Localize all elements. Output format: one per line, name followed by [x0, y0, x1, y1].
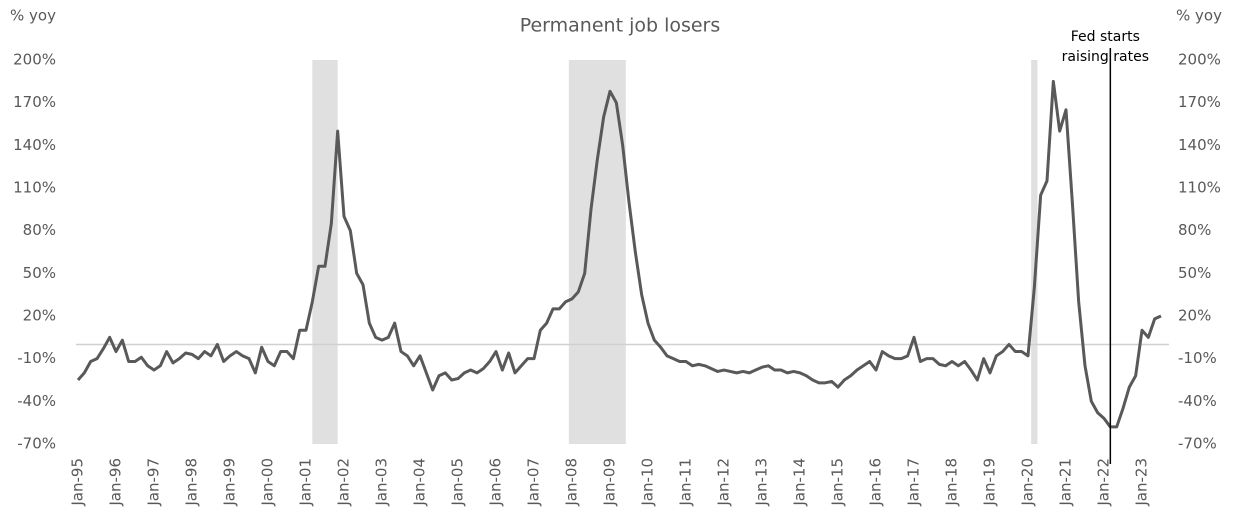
x-tick-label: Jan-05	[449, 458, 467, 507]
y2-tick-label: 80%	[1178, 221, 1211, 239]
x-tick-label: Jan-03	[373, 458, 391, 507]
y-tick-label: 20%	[23, 307, 56, 325]
x-tick-label: Jan-01	[297, 458, 315, 507]
y2-tick-label: 140%	[1178, 136, 1221, 154]
y2-tick-label: 50%	[1178, 264, 1211, 282]
y-tick-label: 80%	[23, 221, 56, 239]
x-tick-label: Jan-12	[715, 458, 733, 507]
y-tick-label: 170%	[13, 93, 56, 111]
x-tick-label: Jan-07	[525, 458, 543, 507]
x-tick-label: Jan-11	[677, 458, 695, 507]
y-tick-label: 110%	[13, 179, 56, 197]
x-tick-label: Jan-22	[1095, 458, 1113, 507]
y-tick-label: 200%	[13, 51, 56, 69]
annotation-text: raising rates	[1062, 49, 1149, 65]
x-tick-label: Jan-13	[753, 458, 771, 507]
x-tick-label: Jan-20	[1019, 458, 1037, 507]
y-tick-label: 50%	[23, 264, 56, 282]
x-tick-label: Jan-09	[601, 458, 619, 507]
x-tick-label: Jan-18	[943, 458, 961, 507]
y2-tick-label: -40%	[1178, 392, 1217, 410]
x-tick-label: Jan-98	[183, 458, 201, 507]
x-tick-label: Jan-02	[335, 458, 353, 507]
x-tick-label: Jan-17	[905, 458, 923, 507]
x-tick-label: Jan-14	[791, 458, 809, 507]
x-tick-label: Jan-16	[867, 458, 885, 507]
recession-band	[1031, 60, 1038, 444]
recession-band	[312, 60, 338, 444]
y2-tick-label: 110%	[1178, 179, 1221, 197]
annotation-text: Fed starts	[1071, 29, 1140, 45]
recession-band	[568, 60, 626, 444]
y-tick-label: -40%	[17, 392, 56, 410]
x-tick-label: Jan-96	[107, 458, 125, 507]
x-tick-label: Jan-00	[259, 458, 277, 507]
x-tick-label: Jan-95	[69, 458, 87, 507]
y2-tick-label: -10%	[1178, 349, 1217, 367]
y2-tick-label: -70%	[1178, 435, 1217, 453]
x-tick-label: Jan-99	[221, 458, 239, 507]
y-axis-label: % yoy	[10, 7, 56, 25]
y2-tick-label: 20%	[1178, 307, 1211, 325]
x-tick-label: Jan-19	[981, 458, 999, 507]
y2-tick-label: 170%	[1178, 93, 1221, 111]
x-tick-label: Jan-10	[639, 458, 657, 507]
x-tick-label: Jan-15	[829, 458, 847, 507]
x-tick-label: Jan-21	[1057, 458, 1075, 507]
background-layer	[76, 60, 1169, 444]
x-tick-label: Jan-06	[487, 458, 505, 507]
y2-axis-label: % yoy	[1176, 7, 1222, 25]
y-tick-label: -10%	[17, 349, 56, 367]
x-tick-label: Jan-23	[1133, 458, 1151, 507]
chart-title: Permanent job losers	[520, 15, 721, 37]
y-tick-label: -70%	[17, 435, 56, 453]
x-tick-label: Jan-08	[563, 458, 581, 507]
x-tick-label: Jan-97	[145, 458, 163, 507]
y2-tick-label: 200%	[1178, 51, 1221, 69]
x-tick-label: Jan-04	[411, 458, 429, 507]
data-line	[76, 79, 1162, 429]
y-tick-label: 140%	[13, 136, 56, 154]
